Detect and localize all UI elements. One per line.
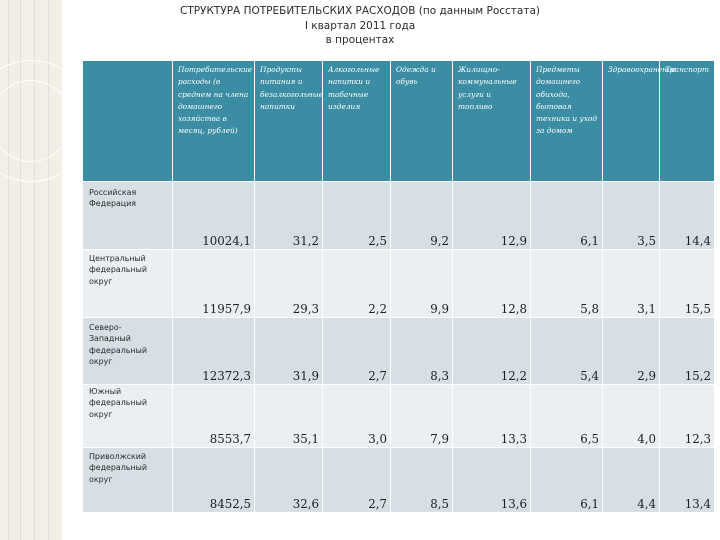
table-header-row: Потребительские расходы (в среднем на чл…	[82, 60, 715, 182]
table-row: Центральный федеральный округ 11957,9 29…	[82, 249, 715, 318]
value-cell: 2,7	[322, 447, 391, 513]
value-cell: 5,8	[530, 249, 603, 318]
region-cell: Северо-Западный федеральный округ	[82, 317, 173, 385]
page-title: СТРУКТУРА ПОТРЕБИТЕЛЬСКИХ РАСХОДОВ (по д…	[160, 4, 560, 48]
table-row: Южный федеральный округ 8553,7 35,1 3,0 …	[82, 384, 715, 448]
header-corner-cell	[82, 60, 173, 182]
region-label: Российская Федерация	[89, 188, 137, 209]
value-cell: 14,4	[659, 181, 715, 250]
value-cell: 5,4	[530, 317, 603, 385]
title-line-period: I квартал 2011 года	[304, 19, 416, 32]
value-cell: 13,3	[452, 384, 531, 448]
column-header: Транспорт	[659, 60, 715, 182]
column-header: Потребительские расходы (в среднем на чл…	[172, 60, 255, 182]
region-cell: Российская Федерация	[82, 181, 173, 250]
table-row: Российская Федерация 10024,1 31,2 2,5 9,…	[82, 181, 715, 250]
value-cell: 12,3	[659, 384, 715, 448]
value-cell: 9,2	[390, 181, 453, 250]
expenditure-table: Потребительские расходы (в среднем на чл…	[82, 60, 715, 513]
value-cell: 32,6	[254, 447, 323, 513]
region-label: Южный федеральный округ	[89, 387, 147, 419]
region-cell: Центральный федеральный округ	[82, 249, 173, 318]
value-cell: 8,5	[390, 447, 453, 513]
value-cell: 4,4	[602, 447, 660, 513]
title-line-unit: в процентах	[325, 34, 395, 46]
value-cell: 31,2	[254, 181, 323, 250]
value-cell: 3,0	[322, 384, 391, 448]
value-cell: 6,5	[530, 384, 603, 448]
column-header: Одежда и обувь	[390, 60, 453, 182]
value-cell: 11957,9	[172, 249, 255, 318]
table-row: Северо-Западный федеральный округ 12372,…	[82, 317, 715, 385]
value-cell: 13,6	[452, 447, 531, 513]
value-cell: 15,2	[659, 317, 715, 385]
value-cell: 3,5	[602, 181, 660, 250]
value-cell: 3,1	[602, 249, 660, 318]
value-cell: 6,1	[530, 447, 603, 513]
value-cell: 12,9	[452, 181, 531, 250]
value-cell: 35,1	[254, 384, 323, 448]
value-cell: 6,1	[530, 181, 603, 250]
value-cell: 12,8	[452, 249, 531, 318]
value-cell: 8,3	[390, 317, 453, 385]
value-cell: 2,5	[322, 181, 391, 250]
table-row: Приволжский федеральный округ 8452,5 32,…	[82, 447, 715, 513]
region-cell: Южный федеральный округ	[82, 384, 173, 448]
value-cell: 9,9	[390, 249, 453, 318]
region-label: Центральный федеральный округ	[89, 254, 147, 286]
value-cell: 15,5	[659, 249, 715, 318]
title-line-main: СТРУКТУРА ПОТРЕБИТЕЛЬСКИХ РАСХОДОВ (по д…	[179, 5, 541, 17]
value-cell: 7,9	[390, 384, 453, 448]
value-cell: 31,9	[254, 317, 323, 385]
value-cell: 2,9	[602, 317, 660, 385]
region-label: Северо-Западный федеральный округ	[89, 323, 147, 366]
decorative-side-band	[0, 0, 92, 540]
value-cell: 2,7	[322, 317, 391, 385]
column-header: Предметы домашнего обихода, бытовая техн…	[530, 60, 603, 182]
column-header: Алкогольные напитки и табачные изделия	[322, 60, 391, 182]
value-cell: 10024,1	[172, 181, 255, 250]
value-cell: 4,0	[602, 384, 660, 448]
value-cell: 2,2	[322, 249, 391, 318]
value-cell: 8553,7	[172, 384, 255, 448]
column-header: Здравоохранение	[602, 60, 676, 182]
column-header: Жилищно-коммунальные услуги и топливо	[452, 60, 531, 182]
value-cell: 12372,3	[172, 317, 255, 385]
value-cell: 12,2	[452, 317, 531, 385]
column-header: Продукты питания и безалкогольные напитк…	[254, 60, 323, 182]
region-cell: Приволжский федеральный округ	[82, 447, 173, 513]
value-cell: 8452,5	[172, 447, 255, 513]
value-cell: 13,4	[659, 447, 715, 513]
value-cell: 29,3	[254, 249, 323, 318]
region-label: Приволжский федеральный округ	[89, 452, 147, 484]
